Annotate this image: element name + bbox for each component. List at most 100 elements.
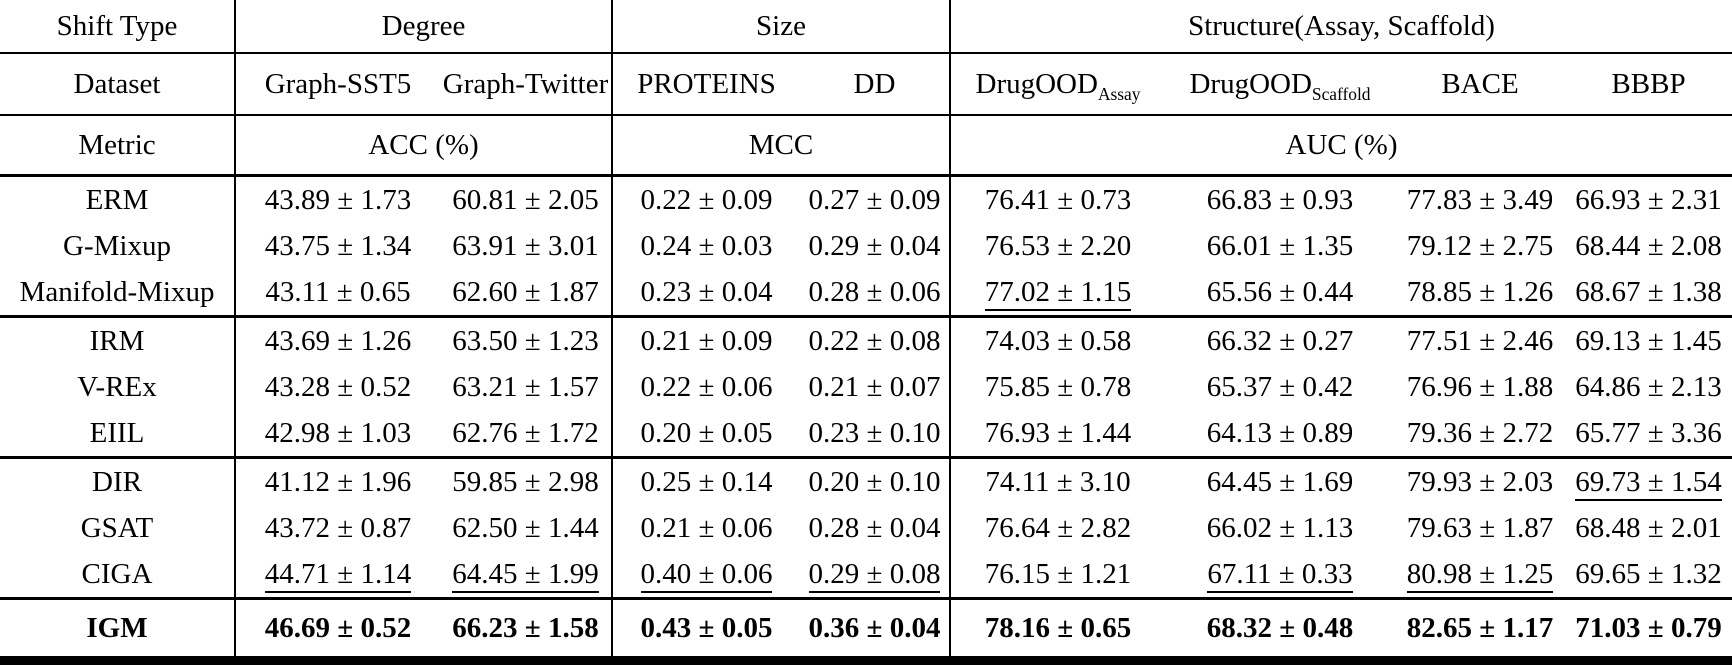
value-cell: 77.51 ± 2.46 [1395,315,1565,364]
value-cell: 0.22 ± 0.08 [800,315,950,364]
metric-value: 60.81 ± 2.05 [452,183,599,216]
table-header: Shift Type Degree Size Structure(Assay, … [0,0,1732,176]
metric-value: 43.75 ± 1.34 [264,229,412,262]
value-cell: 44.71 ± 1.14 [234,551,440,599]
metric-value: 77.83 ± 3.49 [1406,183,1554,216]
method-group-1: ERM 43.89 ± 1.73 60.81 ± 2.05 0.22 ± 0.09 0.… [0,174,1732,317]
method-label: G-Mixup [63,229,171,262]
metric-value: 68.44 ± 2.08 [1575,229,1722,262]
value-cell: 74.03 ± 0.58 [949,315,1165,364]
metric-value: 79.36 ± 2.72 [1406,416,1554,449]
metric-value: 78.16 ± 0.65 [984,611,1132,644]
value-cell: 0.27 ± 0.09 [800,174,950,223]
value-cell: 0.28 ± 0.06 [800,269,950,317]
table-row: IGM 46.69 ± 0.52 66.23 ± 1.58 0.43 ± 0.05 0.… [0,597,1732,662]
method-label: DIR [0,456,235,505]
value-cell: 79.12 ± 2.75 [1395,223,1565,269]
value-cell: 80.98 ± 1.25 [1395,551,1565,599]
metric-value: 0.22 ± 0.09 [640,183,773,216]
value-cell: 63.21 ± 1.57 [440,364,612,410]
value-cell: 66.23 ± 1.58 [440,597,612,662]
value-cell: 43.75 ± 1.34 [234,223,440,269]
acc-metric-header: ACC (%) [234,115,612,176]
value-cell: 65.37 ± 0.42 [1165,364,1395,410]
metric-value: 68.48 ± 2.01 [1575,511,1722,544]
metric-value: 76.64 ± 2.82 [984,511,1132,544]
value-cell: 66.93 ± 2.31 [1565,174,1732,223]
value-cell: 79.36 ± 2.72 [1395,410,1565,458]
value-cell: 62.50 ± 1.44 [440,505,612,551]
value-cell: 76.96 ± 1.88 [1395,364,1565,410]
metric-value: 0.21 ± 0.09 [640,324,773,357]
metric-value: 64.45 ± 1.99 [452,557,599,593]
metric-value: 69.73 ± 1.54 [1575,465,1722,501]
value-cell: 68.48 ± 2.01 [1565,505,1732,551]
method-label: ERM [0,174,235,223]
metric-value: 64.13 ± 0.89 [1206,416,1354,449]
method-group-3: DIR 41.12 ± 1.96 59.85 ± 2.98 0.25 ± 0.14 0.… [0,456,1732,599]
metric-value: 62.76 ± 1.72 [452,416,599,449]
value-cell: 0.21 ± 0.06 [611,505,800,551]
metric-value: 66.02 ± 1.13 [1206,511,1354,544]
method-label: EIIL [89,416,145,449]
value-cell: 69.65 ± 1.32 [1565,551,1732,599]
metric-value: 66.93 ± 2.31 [1575,183,1722,216]
structure-shift-header: Structure(Assay, Scaffold) [948,0,1732,54]
col-header-dd: DD [800,53,950,116]
metric-value: 43.89 ± 1.73 [264,183,412,216]
col-header-drugood-scaffold: DrugOODScaffold [1165,53,1395,116]
metric-value: 43.72 ± 0.87 [264,511,412,544]
metric-value: 74.11 ± 3.10 [985,465,1131,498]
metric-value: 66.23 ± 1.58 [452,611,599,644]
metric-row: Metric ACC (%) MCC AUC (%) [0,115,1732,176]
col-header-graph-twitter: Graph-Twitter [440,53,612,116]
metric-value: 64.45 ± 1.69 [1206,465,1354,498]
metric-value: 0.40 ± 0.06 [640,557,773,593]
value-cell: 0.40 ± 0.06 [611,551,800,599]
value-cell: 59.85 ± 2.98 [440,456,612,505]
value-cell: 42.98 ± 1.03 [234,410,440,458]
metric-value: 66.32 ± 0.27 [1206,324,1354,357]
value-cell: 43.72 ± 0.87 [234,505,440,551]
metric-value: 0.23 ± 0.10 [808,416,941,449]
metric-value: 0.20 ± 0.10 [808,465,941,498]
metric-value: 67.11 ± 0.33 [1207,557,1353,593]
metric-value: 0.22 ± 0.08 [808,324,941,357]
metric-value: 76.41 ± 0.73 [984,183,1132,216]
value-cell: 75.85 ± 0.78 [949,364,1165,410]
value-cell: 46.69 ± 0.52 [234,597,440,662]
dataset-header: Dataset [0,53,235,116]
value-cell: 76.41 ± 0.73 [949,174,1165,223]
col-header-graph-sst5: Graph-SST5 [234,53,440,116]
metric-value: 75.85 ± 0.78 [984,370,1132,403]
value-cell: 67.11 ± 0.33 [1165,551,1395,599]
value-cell: 76.53 ± 2.20 [949,223,1165,269]
value-cell: 60.81 ± 2.05 [440,174,612,223]
metric-value: 43.11 ± 0.65 [265,275,411,308]
metric-value: 0.43 ± 0.05 [640,611,773,644]
drugood-scaffold-base: DrugOOD [1189,67,1312,100]
col-header-bace: BACE [1395,53,1565,116]
metric-value: 0.21 ± 0.06 [640,511,773,544]
value-cell: 43.28 ± 0.52 [234,364,440,410]
metric-value: 59.85 ± 2.98 [452,465,599,498]
metric-value: 66.01 ± 1.35 [1206,229,1354,262]
metric-value: 62.50 ± 1.44 [452,511,599,544]
value-cell: 62.76 ± 1.72 [440,410,612,458]
col-header-drugood-assay: DrugOODAssay [949,53,1165,116]
value-cell: 78.16 ± 0.65 [949,597,1165,662]
method-label: GSAT [80,511,154,544]
metric-value: 77.51 ± 2.46 [1406,324,1554,357]
metric-value: 41.12 ± 1.96 [264,465,412,498]
value-cell: 0.25 ± 0.14 [611,456,800,505]
metric-value: 76.53 ± 2.20 [984,229,1132,262]
metric-value: 68.67 ± 1.38 [1575,275,1722,308]
value-cell: 65.77 ± 3.36 [1565,410,1732,458]
value-cell: 68.67 ± 1.38 [1565,269,1732,317]
dataset-row: Dataset Graph-SST5 Graph-Twitter PROTEIN… [0,53,1732,116]
value-cell: 0.28 ± 0.04 [800,505,950,551]
value-cell: 0.20 ± 0.05 [611,410,800,458]
metric-value: 0.36 ± 0.04 [808,611,941,644]
value-cell: 41.12 ± 1.96 [234,456,440,505]
value-cell: 0.22 ± 0.06 [611,364,800,410]
